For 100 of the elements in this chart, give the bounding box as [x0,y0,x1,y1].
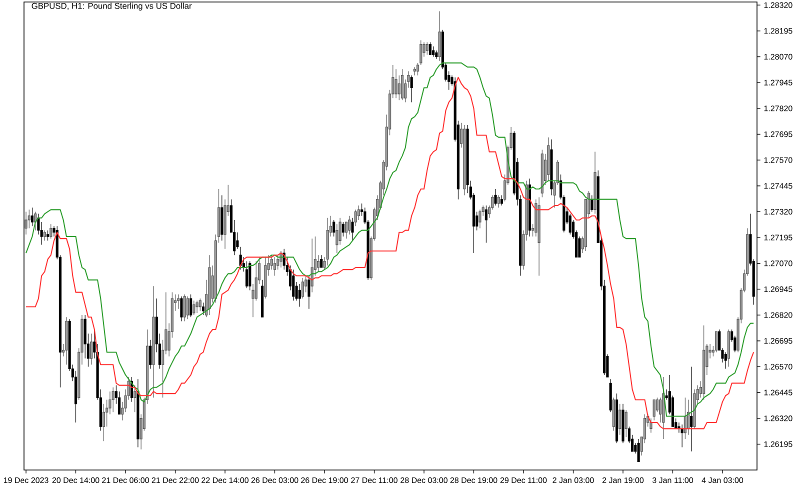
candlestick [320,254,323,268]
candlestick [186,296,189,320]
candlestick [693,389,696,429]
candlestick [500,194,504,206]
candlestick [342,222,344,237]
candlestick [190,294,192,318]
candlestick [438,10,441,62]
candlestick [248,261,252,291]
candlestick [90,333,93,365]
candlestick [273,256,276,276]
y-tick-label: 1.27695 [764,131,792,138]
candlestick [426,42,428,55]
y-tick-label: 1.26320 [764,416,792,422]
candlestick [308,275,310,310]
candlestick [301,278,304,299]
y-tick-label: 1.27195 [764,234,792,240]
x-tick-label: 28 Dec 19:00 [450,477,498,484]
candlestick [594,152,596,214]
candlestick [702,325,706,400]
candlestick [727,329,730,367]
candlestick [435,50,438,60]
y-tick-label: 1.27820 [764,106,792,112]
y-tick-label: 1.28070 [764,54,792,60]
candlestick [652,399,656,421]
candlestick [478,209,482,229]
candlestick [463,124,466,196]
candlestick [183,294,186,322]
candlestick [432,46,435,58]
y-tick-label: 1.27445 [764,183,792,189]
x-tick-label: 29 Dec 11:00 [500,477,547,484]
candlestick [149,340,152,370]
y-tick-label: 1.27945 [764,80,792,86]
x-tick-label: 27 Dec 11:00 [351,477,398,484]
candlestick [354,209,357,226]
candlestick [622,404,624,444]
y-tick-label: 1.26945 [764,286,792,292]
candlestick [394,68,398,98]
y-tick-label: 1.28320 [764,2,792,8]
candlestick [298,284,301,308]
candlestick [714,331,718,353]
candlestick [30,207,34,226]
candlestick [332,220,336,237]
y-tick-label: 1.27070 [764,260,792,266]
candlestick [46,230,50,241]
candlestick [136,378,140,448]
y-tick-label: 1.26695 [764,338,792,344]
x-tick-label: 26 Dec 19:00 [301,477,348,484]
candlestick [177,294,180,310]
y-tick-label: 1.26570 [764,364,792,370]
candlestick [528,178,532,237]
candlestick [326,218,329,266]
candlestick [152,286,155,398]
candlestick [637,438,640,462]
x-tick-label: 2 Jan 19:00 [602,477,644,484]
candlestick [65,316,68,365]
candlestick [547,137,550,182]
candlestick [609,378,612,412]
candlestick [724,352,727,370]
candlestick [192,300,196,316]
x-tick-label: 4 Jan 03:00 [702,477,744,484]
y-tick-label: 1.26195 [764,441,792,448]
candlestick [261,280,264,318]
candlestick [245,261,248,288]
x-tick-label: 22 Dec 14:00 [202,477,248,484]
candlestick [196,300,198,314]
candlestick [612,397,615,432]
candlestick [348,216,351,235]
candlestick [615,393,618,444]
y-tick-label: 1.26820 [764,312,792,318]
x-tick-label: 2 Jan 03:00 [552,477,594,484]
candlestick [292,269,295,301]
candlestick [550,139,553,196]
candlestick [494,188,497,206]
x-tick-label: 21 Dec 22:00 [152,477,199,484]
x-tick-label: 28 Dec 03:00 [400,477,448,484]
candlestick [208,254,211,316]
chart-title: GBPUSD, H1: Pound Sterling vs US Dollar [32,2,192,11]
x-tick-label: 26 Dec 03:00 [251,477,298,484]
candlestick [624,410,628,438]
candlestick [400,68,404,100]
y-tick-label: 1.26445 [764,390,792,396]
candlestick [43,230,46,241]
candlestick [112,387,114,412]
candlestick [264,256,267,299]
x-tick-label: 3 Jan 11:00 [652,477,694,484]
candlestick [24,211,28,235]
y-tick-label: 1.27320 [764,208,792,215]
candlestick [650,418,652,434]
candlestick [484,205,488,244]
candlestick [50,224,52,239]
candlestick [410,75,413,103]
y-tick-label: 1.28195 [764,28,792,34]
candlestick [413,66,416,76]
x-tick-label: 21 Dec 06:00 [102,477,149,484]
candlestick [540,149,544,198]
candlestick [198,298,202,312]
x-tick-label: 19 Dec 2023 [4,477,48,484]
candlestick [428,42,432,55]
candlestick [220,194,224,241]
candlestick [102,404,106,442]
